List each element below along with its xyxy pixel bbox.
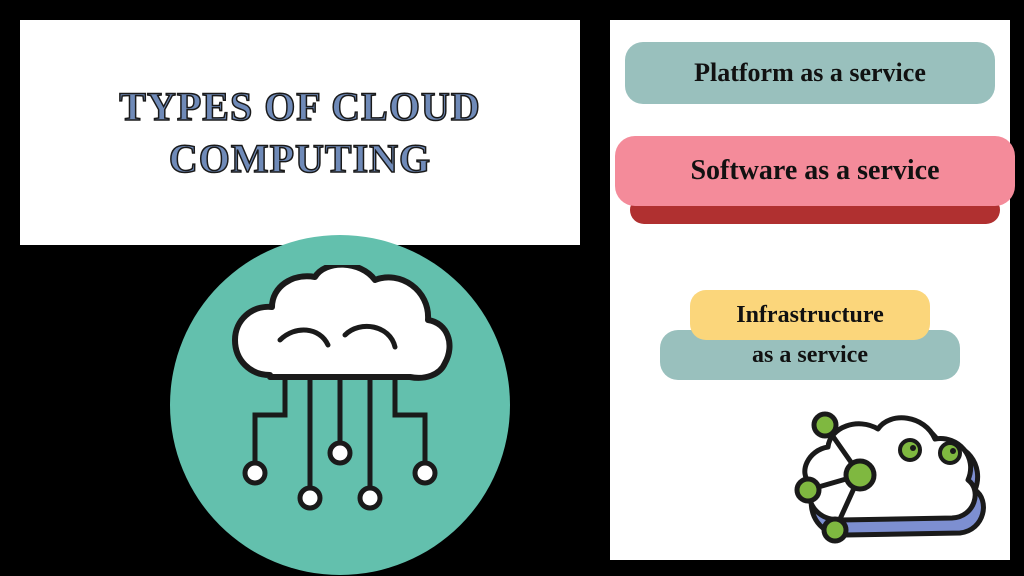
label-iaas-bottom: as a service <box>752 342 868 369</box>
label-iaas-top: Infrastructure <box>736 302 884 329</box>
cloud-circle <box>170 235 510 575</box>
main-title: TYPES OF CLOUD COMPUTING <box>119 81 480 185</box>
network-cloud-icon <box>790 395 1000 565</box>
label-saas: Software as a service <box>690 155 939 187</box>
pill-saas: Software as a service <box>615 136 1015 206</box>
label-paas: Platform as a service <box>694 58 926 88</box>
title-line1: TYPES OF CLOUD <box>119 84 480 129</box>
pill-paas: Platform as a service <box>625 42 995 104</box>
title-line2: COMPUTING <box>169 136 431 181</box>
title-box: TYPES OF CLOUD COMPUTING <box>20 20 580 245</box>
pill-iaas-top: Infrastructure <box>690 290 930 340</box>
cloud-computing-icon <box>210 265 470 545</box>
